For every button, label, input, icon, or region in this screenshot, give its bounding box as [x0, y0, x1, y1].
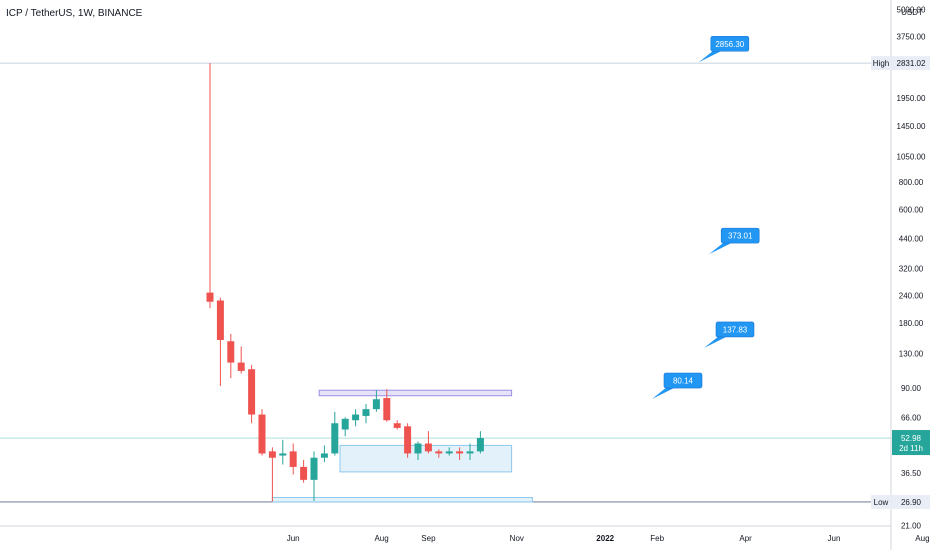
- candle-body: [466, 451, 474, 454]
- annotation-pointer: [709, 242, 734, 255]
- high-value-box: [892, 56, 930, 71]
- candle-body: [352, 414, 360, 421]
- last-price-value: 52.98: [901, 434, 922, 443]
- candle-body: [424, 443, 432, 452]
- y-tick-label: 440.00: [899, 235, 924, 244]
- annotation-label: 80.14: [673, 377, 694, 386]
- candle-body: [362, 409, 370, 416]
- high-tag: [871, 56, 891, 71]
- y-tick-label: 600.00: [899, 205, 924, 214]
- candle-body: [476, 438, 484, 452]
- candle-body: [341, 418, 349, 430]
- annotation-pointer: [698, 50, 723, 63]
- y-tick-label: 800.00: [899, 178, 924, 187]
- x-tick-label: Feb: [650, 534, 664, 543]
- annotation-label: 373.01: [728, 232, 753, 241]
- low-value: 26.90: [901, 498, 922, 507]
- annotation-pointer: [704, 335, 728, 348]
- y-tick-label: 21.00: [901, 521, 922, 530]
- annotation-label: 137.83: [723, 325, 748, 334]
- zone-support: [271, 496, 533, 503]
- x-tick-label: 2022: [596, 534, 614, 543]
- last-price-tag: [892, 430, 930, 456]
- x-tick-label: Sep: [421, 534, 436, 543]
- candle-body: [227, 341, 235, 363]
- symbol-title: ICP / TetherUS, 1W, BINANCE: [6, 8, 143, 19]
- candle-body: [279, 453, 287, 456]
- candle-body: [310, 457, 318, 480]
- candle-body: [383, 398, 391, 421]
- candle-body: [258, 414, 266, 454]
- annotation-box: [715, 321, 755, 338]
- low-tag: [871, 494, 891, 509]
- y-tick-label: 5000.00: [897, 5, 926, 14]
- x-tick-label: Aug: [915, 534, 929, 543]
- candle-body: [248, 369, 256, 415]
- candle-body: [268, 451, 276, 458]
- y-tick-label: 3750.00: [897, 33, 926, 42]
- candle-body: [237, 362, 245, 371]
- bar-countdown: 2d 11h: [899, 444, 923, 453]
- y-tick-label: 240.00: [899, 292, 924, 301]
- candle-body: [216, 300, 224, 340]
- candle-body: [289, 451, 297, 467]
- annotation-label: 2856.30: [715, 40, 744, 49]
- zone-resistance: [318, 389, 513, 397]
- high-value: 2831.02: [897, 59, 926, 68]
- candle-body: [320, 453, 328, 458]
- annotation-box: [663, 372, 703, 389]
- annotation-pointer: [652, 387, 676, 400]
- candle-body: [393, 423, 401, 428]
- x-tick-label: Nov: [510, 534, 524, 543]
- annotation-box: [720, 227, 760, 244]
- candle-body: [414, 443, 422, 454]
- low-tag-label: Low: [874, 498, 889, 507]
- x-tick-label: Aug: [374, 534, 388, 543]
- x-tick-label: Apr: [739, 534, 752, 543]
- low-value-box: [892, 494, 930, 509]
- y-tick-label: 1950.00: [897, 94, 926, 103]
- y-tick-label: 130.00: [899, 349, 924, 358]
- candle-body: [435, 451, 443, 454]
- annotation-box: [710, 35, 750, 52]
- candle-body: [331, 423, 339, 454]
- candle-body: [372, 399, 380, 410]
- y-tick-label: 66.00: [901, 413, 922, 422]
- y-tick-label: 1050.00: [897, 153, 926, 162]
- candle-body: [404, 426, 412, 454]
- y-tick-label: 1450.00: [897, 122, 926, 131]
- x-tick-label: Jun: [287, 534, 300, 543]
- candle-body: [445, 451, 453, 454]
- y-tick-label: 320.00: [899, 265, 924, 274]
- candle-body: [206, 292, 214, 302]
- y-tick-label: 180.00: [899, 319, 924, 328]
- high-tag-label: High: [873, 59, 889, 68]
- y-tick-label: 36.50: [901, 469, 922, 478]
- candle-body: [300, 466, 308, 480]
- candle-body: [456, 451, 464, 454]
- y-tick-label: 90.00: [901, 384, 922, 393]
- x-tick-label: Jun: [828, 534, 841, 543]
- price-axis-unit: USDT: [901, 8, 923, 17]
